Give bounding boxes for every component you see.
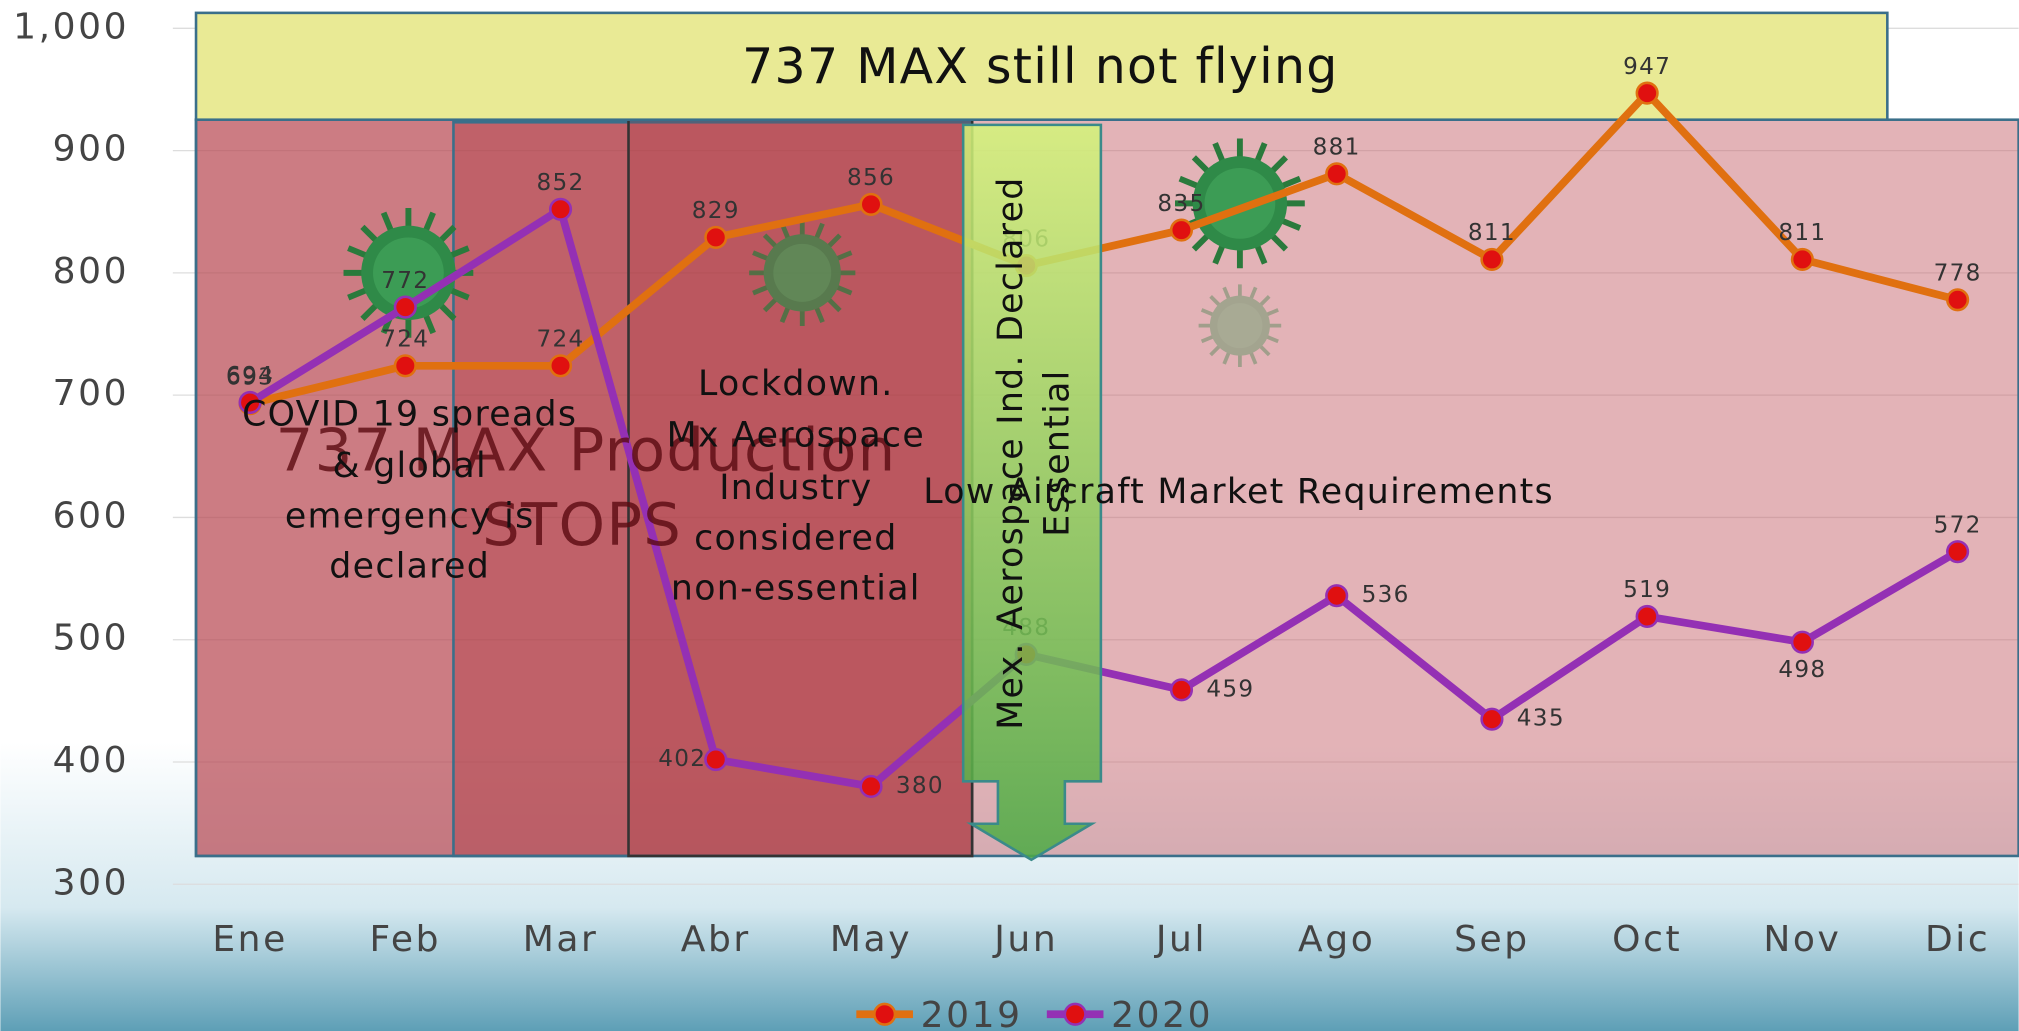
lockdown-text: Lockdown. xyxy=(698,364,894,404)
virus-icon xyxy=(1199,284,1282,367)
legend-marker xyxy=(874,1004,895,1025)
data-label: 835 xyxy=(1157,191,1205,217)
lockdown-text: non-essential xyxy=(671,569,921,609)
banner-text: 737 MAX still not flying xyxy=(742,38,1338,95)
data-label: 778 xyxy=(1934,261,1982,287)
x-tick-label: Sep xyxy=(1454,919,1530,960)
lockdown-text: Mx Aerospace xyxy=(667,415,925,455)
covid-text: & global xyxy=(332,446,486,486)
virus-icon xyxy=(749,220,855,326)
y-tick-label: 500 xyxy=(53,618,129,659)
data-label: 811 xyxy=(1778,220,1826,246)
y-tick-label: 400 xyxy=(53,740,129,781)
y-tick-label: 600 xyxy=(53,495,129,536)
essential-text: Essential xyxy=(1037,369,1077,536)
marker xyxy=(1792,632,1813,653)
marker xyxy=(395,297,416,318)
data-label: 772 xyxy=(381,268,429,294)
y-tick-label: 300 xyxy=(53,862,129,903)
data-label: 694 xyxy=(226,363,274,389)
x-tick-label: Jul xyxy=(1154,919,1207,960)
marker xyxy=(1482,709,1503,730)
data-label: 536 xyxy=(1362,582,1410,608)
covid-text: declared xyxy=(329,547,490,587)
marker xyxy=(1482,249,1503,270)
x-tick-label: Jun xyxy=(992,919,1058,960)
data-label: 519 xyxy=(1623,577,1671,603)
x-tick-label: Abr xyxy=(681,919,751,960)
data-label: 572 xyxy=(1934,512,1982,538)
data-label: 852 xyxy=(537,170,585,196)
lockdown-text: considered xyxy=(694,518,897,558)
data-label: 829 xyxy=(692,198,740,224)
x-tick-label: Dic xyxy=(1925,919,1990,960)
x-tick-label: Ene xyxy=(212,919,287,960)
marker xyxy=(705,749,726,770)
data-label: 402 xyxy=(658,746,706,772)
covid-text: emergency is xyxy=(285,496,535,536)
y-tick-label: 1,000 xyxy=(13,6,129,47)
marker xyxy=(395,356,416,377)
data-label: 435 xyxy=(1517,706,1565,732)
data-label: 380 xyxy=(896,773,944,799)
data-label: 724 xyxy=(537,327,585,353)
y-tick-label: 700 xyxy=(53,373,129,414)
marker xyxy=(1637,83,1658,104)
marker xyxy=(1792,249,1813,270)
data-label: 881 xyxy=(1313,135,1361,161)
y-tick-label: 900 xyxy=(53,129,129,170)
data-label: 811 xyxy=(1468,220,1516,246)
chart: 300 400 500 600 700 800 900 1,000 Ene Feb Mar Abr Ma… xyxy=(0,0,2019,1031)
marker xyxy=(861,776,882,797)
legend-label: 2019 xyxy=(921,995,1023,1031)
data-label: 856 xyxy=(847,165,895,191)
legend-marker xyxy=(1065,1004,1086,1025)
marker xyxy=(1171,680,1192,701)
x-tick-label: Oct xyxy=(1612,919,1682,960)
marker xyxy=(1326,585,1347,606)
marker xyxy=(550,356,571,377)
marker xyxy=(1947,541,1968,562)
marker xyxy=(705,227,726,248)
data-label: 459 xyxy=(1206,676,1254,702)
marker xyxy=(1637,606,1658,627)
y-tick-label: 800 xyxy=(53,251,129,292)
marker xyxy=(861,194,882,215)
marker xyxy=(1171,220,1192,241)
essential-text: Mex. Aerospace Ind. Declared xyxy=(991,176,1031,729)
x-tick-label: Feb xyxy=(370,919,442,960)
marker xyxy=(550,199,571,220)
data-label: 498 xyxy=(1778,657,1826,683)
x-tick-label: Nov xyxy=(1763,919,1841,960)
x-tick-label: May xyxy=(830,919,912,960)
x-tick-label: Mar xyxy=(523,919,599,960)
data-label: 947 xyxy=(1623,54,1671,80)
lockdown-text: Industry xyxy=(719,468,872,508)
marker xyxy=(1947,289,1968,310)
legend-label: 2020 xyxy=(1111,995,1213,1031)
x-tick-label: Ago xyxy=(1298,919,1375,960)
marker xyxy=(1326,164,1347,185)
data-label: 724 xyxy=(381,327,429,353)
covid-text: COVID 19 spreads xyxy=(242,395,577,435)
